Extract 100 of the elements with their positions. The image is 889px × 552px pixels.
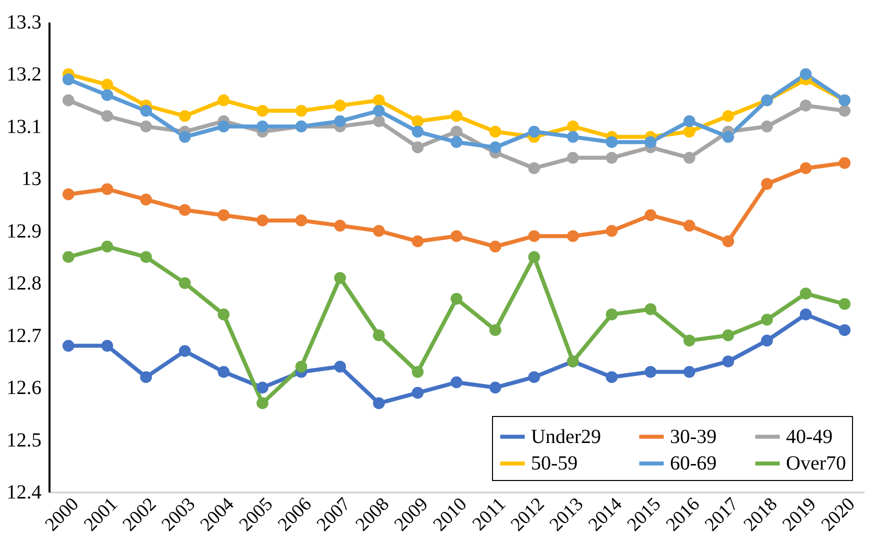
point: [372, 224, 385, 237]
point: [683, 152, 696, 164]
point: [722, 235, 734, 248]
point: [450, 126, 462, 138]
point: [412, 141, 424, 154]
point: [838, 104, 851, 117]
point: [606, 224, 618, 237]
point: [62, 251, 74, 263]
point: [606, 308, 618, 320]
legend-label: 60-69: [670, 452, 717, 474]
point: [412, 126, 424, 138]
point: [101, 110, 114, 122]
point: [101, 240, 114, 252]
point: [761, 178, 773, 190]
point: [838, 324, 851, 336]
point: [606, 371, 618, 384]
y-tick-label: 12.7: [6, 324, 42, 347]
point: [178, 277, 191, 290]
point: [489, 126, 502, 138]
point: [644, 303, 656, 316]
point: [140, 371, 152, 384]
point: [450, 292, 462, 305]
point: [800, 68, 812, 80]
point: [800, 100, 812, 112]
point: [412, 235, 424, 248]
point: [295, 214, 308, 226]
point: [761, 314, 773, 326]
point: [140, 251, 152, 263]
point: [256, 397, 268, 410]
y-tick-label: 12.6: [6, 377, 42, 400]
point: [644, 366, 656, 378]
point: [178, 130, 191, 143]
x-tick-label: 2011: [468, 494, 510, 536]
point: [178, 110, 191, 122]
point: [683, 126, 696, 138]
point: [450, 110, 462, 122]
point: [295, 360, 308, 373]
y-tick-label: 13.2: [6, 64, 42, 86]
point: [101, 78, 114, 91]
point: [567, 130, 579, 143]
point: [178, 204, 191, 216]
point: [761, 334, 773, 346]
point: [606, 136, 618, 148]
point: [838, 298, 851, 310]
point: [62, 94, 74, 106]
point: [218, 366, 230, 378]
y-tick-label: 12.5: [6, 429, 42, 452]
point: [838, 157, 851, 169]
point: [528, 371, 540, 384]
point: [218, 94, 230, 106]
point: [256, 120, 268, 132]
point: [178, 345, 191, 357]
point: [62, 188, 74, 200]
point: [722, 329, 734, 342]
y-tick-label: 12.8: [6, 272, 42, 295]
point: [218, 209, 230, 222]
point: [256, 104, 268, 117]
legend-label: 30-39: [670, 426, 717, 448]
point: [567, 120, 579, 132]
legend-label: Over70: [786, 452, 846, 474]
point: [372, 115, 385, 128]
y-tick-label: 13: [22, 168, 42, 190]
point: [412, 386, 424, 399]
point: [683, 220, 696, 232]
point: [800, 288, 812, 300]
point: [372, 94, 385, 106]
point: [295, 104, 308, 117]
point: [412, 115, 424, 128]
point: [722, 130, 734, 143]
y-tick-label: 13.1: [6, 116, 42, 138]
point: [722, 356, 734, 368]
point: [140, 104, 152, 117]
point: [412, 366, 424, 378]
legend-label: 40-49: [786, 426, 833, 448]
point: [140, 120, 152, 132]
point: [101, 340, 114, 352]
point: [683, 366, 696, 378]
point: [644, 136, 656, 148]
point: [489, 141, 502, 154]
legend-label: Under29: [531, 426, 601, 448]
y-tick-label: 13.3: [6, 12, 42, 34]
point: [450, 376, 462, 388]
point: [62, 340, 74, 352]
point: [683, 115, 696, 128]
point: [528, 162, 540, 174]
point: [62, 74, 74, 86]
point: [101, 89, 114, 102]
point: [450, 136, 462, 148]
point: [800, 162, 812, 174]
point: [489, 382, 502, 394]
point: [334, 100, 346, 112]
point: [256, 382, 268, 394]
point: [450, 230, 462, 242]
y-tick-label: 12.9: [6, 220, 42, 242]
point: [567, 230, 579, 242]
point: [722, 110, 734, 122]
point: [372, 329, 385, 342]
point: [761, 120, 773, 132]
legend-label: 50-59: [531, 452, 578, 474]
point: [372, 397, 385, 410]
